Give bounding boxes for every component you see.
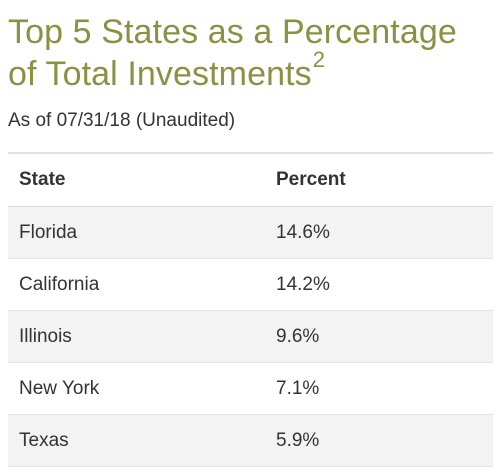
table-row: Florida 14.6%: [8, 206, 493, 259]
title-line-2: of Total Investments: [8, 55, 312, 93]
percent-cell: 9.6%: [263, 310, 493, 363]
column-header-state: State: [8, 153, 263, 207]
state-cell: Florida: [8, 206, 263, 259]
state-cell: Texas: [8, 414, 263, 467]
percent-cell: 5.9%: [263, 414, 493, 467]
percent-cell: 14.6%: [263, 206, 493, 259]
states-table: State Percent Florida 14.6% California 1…: [8, 152, 493, 467]
page-title: Top 5 States as a Percentage of Total In…: [8, 11, 494, 95]
as-of-date: As of 07/31/18 (Unaudited): [8, 110, 236, 131]
table-row: Texas 5.9%: [8, 414, 493, 467]
state-cell: Illinois: [8, 310, 263, 363]
footnote-marker: 2: [312, 46, 326, 72]
column-header-percent: Percent: [263, 153, 493, 207]
table-header-row: State Percent: [8, 153, 493, 207]
state-cell: New York: [8, 362, 263, 415]
percent-cell: 7.1%: [263, 362, 493, 415]
title-line-1: Top 5 States as a Percentage: [8, 13, 457, 51]
title-line-2-wrapper: of Total Investments2: [8, 48, 494, 95]
table-row: New York 7.1%: [8, 362, 493, 415]
table-row: Illinois 9.6%: [8, 310, 493, 363]
state-cell: California: [8, 258, 263, 311]
percent-cell: 14.2%: [263, 258, 493, 311]
table-row: California 14.2%: [8, 258, 493, 311]
